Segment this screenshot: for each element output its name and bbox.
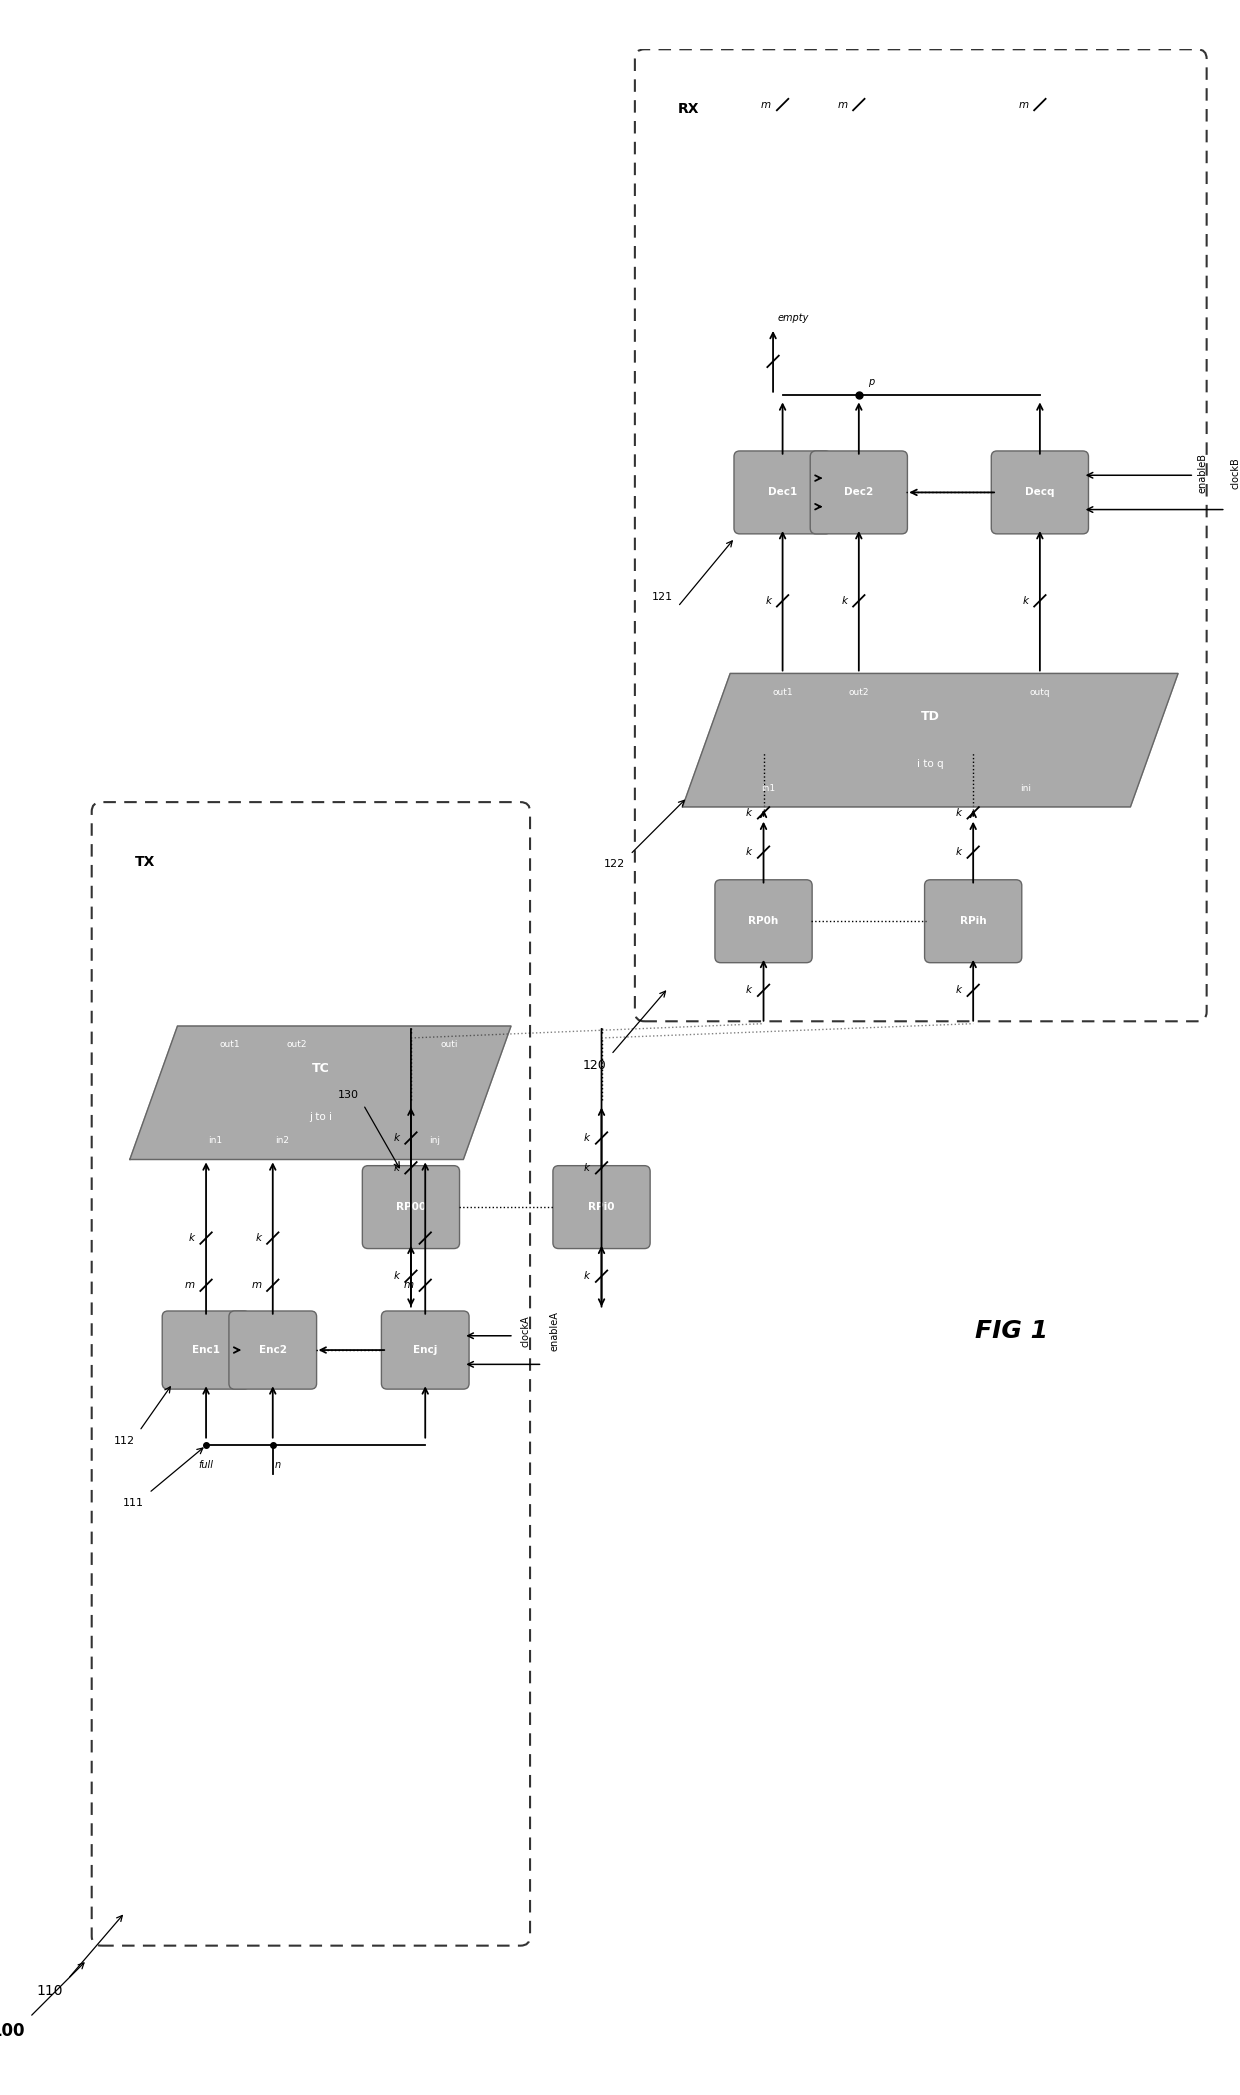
FancyBboxPatch shape bbox=[810, 450, 908, 534]
Text: out2: out2 bbox=[848, 687, 869, 698]
Text: Encj: Encj bbox=[413, 1345, 438, 1355]
Text: FIG 1: FIG 1 bbox=[975, 1320, 1048, 1343]
Text: k: k bbox=[765, 595, 771, 605]
Polygon shape bbox=[682, 672, 1178, 807]
Text: 130: 130 bbox=[337, 1089, 358, 1100]
Text: outi: outi bbox=[440, 1041, 458, 1050]
Text: m: m bbox=[761, 101, 771, 109]
Text: k: k bbox=[1023, 595, 1028, 605]
Text: m: m bbox=[404, 1280, 414, 1291]
FancyBboxPatch shape bbox=[229, 1311, 316, 1389]
Text: RPih: RPih bbox=[960, 916, 987, 926]
Text: 110: 110 bbox=[37, 1984, 63, 1999]
Text: Dec1: Dec1 bbox=[768, 488, 797, 497]
Text: full: full bbox=[198, 1460, 213, 1471]
FancyBboxPatch shape bbox=[715, 880, 812, 964]
Text: inj: inj bbox=[429, 1135, 440, 1146]
FancyBboxPatch shape bbox=[553, 1165, 650, 1249]
Text: RX: RX bbox=[678, 103, 699, 115]
Text: Enc1: Enc1 bbox=[192, 1345, 219, 1355]
Text: k: k bbox=[584, 1163, 590, 1173]
Text: RP0h: RP0h bbox=[749, 916, 779, 926]
Text: k: k bbox=[746, 809, 753, 817]
Text: in2: in2 bbox=[275, 1135, 289, 1146]
FancyBboxPatch shape bbox=[362, 1165, 460, 1249]
Text: k: k bbox=[584, 1133, 590, 1144]
Text: in1: in1 bbox=[208, 1135, 223, 1146]
Text: clockA: clockA bbox=[521, 1316, 531, 1347]
Text: RPi0: RPi0 bbox=[588, 1203, 615, 1213]
Text: TX: TX bbox=[135, 855, 155, 869]
Text: k: k bbox=[188, 1234, 195, 1242]
Text: Decq: Decq bbox=[1025, 488, 1055, 497]
Text: Dec2: Dec2 bbox=[844, 488, 873, 497]
Text: 121: 121 bbox=[652, 593, 673, 601]
Text: enableA: enableA bbox=[549, 1311, 559, 1351]
Text: i to q: i to q bbox=[918, 758, 944, 769]
Text: Enc2: Enc2 bbox=[259, 1345, 286, 1355]
Text: k: k bbox=[393, 1163, 399, 1173]
Text: k: k bbox=[956, 809, 962, 817]
Text: k: k bbox=[255, 1234, 262, 1242]
Text: out2: out2 bbox=[286, 1041, 306, 1050]
Text: m: m bbox=[1018, 101, 1028, 109]
Text: TC: TC bbox=[311, 1062, 330, 1075]
Text: TD: TD bbox=[921, 710, 940, 723]
Text: k: k bbox=[956, 985, 962, 995]
Text: k: k bbox=[584, 1272, 590, 1282]
Text: 122: 122 bbox=[604, 859, 625, 869]
FancyBboxPatch shape bbox=[162, 1311, 250, 1389]
Text: k: k bbox=[746, 846, 753, 857]
Text: out1: out1 bbox=[219, 1041, 241, 1050]
Text: 120: 120 bbox=[583, 1060, 606, 1073]
Text: m: m bbox=[837, 101, 847, 109]
Polygon shape bbox=[130, 1027, 511, 1159]
Text: 100: 100 bbox=[0, 2022, 25, 2041]
Text: in1: in1 bbox=[761, 784, 775, 792]
Text: 112: 112 bbox=[114, 1435, 135, 1446]
Text: p: p bbox=[868, 377, 874, 388]
FancyBboxPatch shape bbox=[991, 450, 1089, 534]
FancyBboxPatch shape bbox=[734, 450, 831, 534]
Text: n: n bbox=[274, 1460, 280, 1471]
Text: enableB: enableB bbox=[1197, 453, 1207, 492]
FancyBboxPatch shape bbox=[925, 880, 1022, 964]
Text: k: k bbox=[393, 1133, 399, 1144]
Text: j to i: j to i bbox=[309, 1112, 332, 1121]
FancyBboxPatch shape bbox=[382, 1311, 469, 1389]
Text: k: k bbox=[746, 985, 753, 995]
Text: outq: outq bbox=[1029, 687, 1050, 698]
Text: k: k bbox=[842, 595, 847, 605]
Text: k: k bbox=[393, 1272, 399, 1282]
Text: empty: empty bbox=[777, 314, 810, 323]
Text: m: m bbox=[185, 1280, 195, 1291]
Text: out1: out1 bbox=[773, 687, 792, 698]
Text: clockB: clockB bbox=[1230, 457, 1240, 490]
Text: k: k bbox=[408, 1234, 414, 1242]
Text: RP00: RP00 bbox=[396, 1203, 427, 1213]
Text: ini: ini bbox=[1021, 784, 1032, 792]
Text: k: k bbox=[956, 846, 962, 857]
Text: m: m bbox=[252, 1280, 262, 1291]
Text: 111: 111 bbox=[123, 1498, 144, 1508]
